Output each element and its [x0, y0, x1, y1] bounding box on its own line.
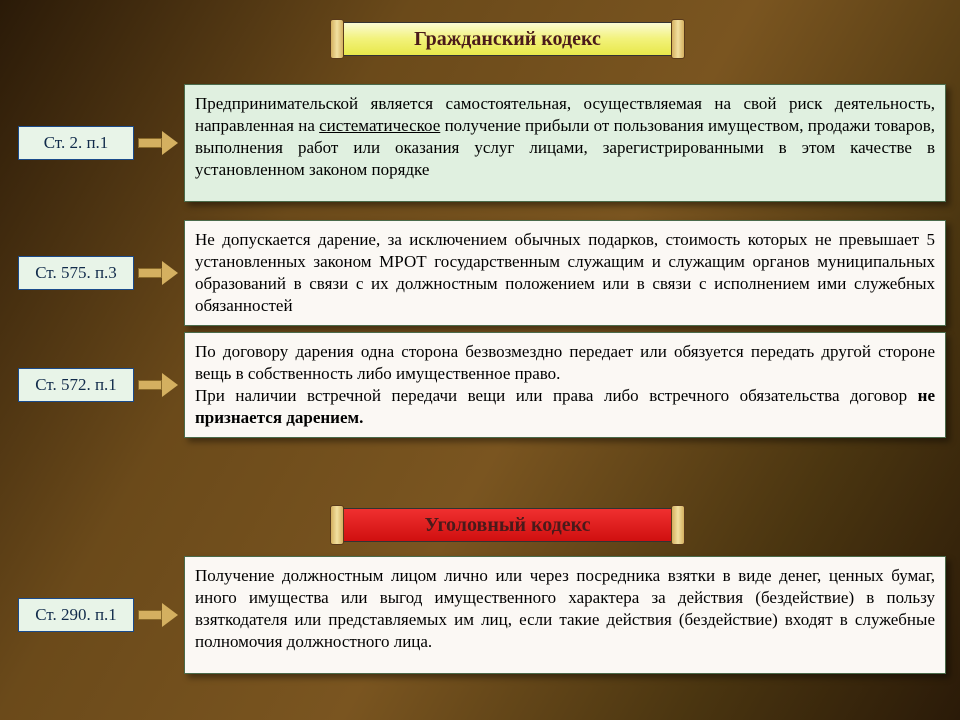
arrow-right-icon — [138, 131, 178, 155]
header-civil-text: Гражданский кодекс — [414, 28, 601, 50]
arrow-right-icon — [138, 603, 178, 627]
article-label: Ст. 2. п.1 — [18, 126, 134, 160]
scroll-cap-icon — [330, 505, 344, 545]
content-text: По договору дарения одна сторона безвозм… — [195, 342, 935, 383]
article-label: Ст. 575. п.3 — [18, 256, 134, 290]
article-label: Ст. 572. п.1 — [18, 368, 134, 402]
law-row: Ст. 290. п.1 Получение должностным лицом … — [18, 556, 958, 674]
arrow-right-icon — [138, 261, 178, 285]
content-text: Не допускается дарение, за исключением о… — [195, 230, 935, 315]
content-text: Получение должностным лицом лично или че… — [195, 566, 935, 651]
law-row: Ст. 575. п.3 Не допускается дарение, за и… — [18, 224, 958, 322]
law-row: Ст. 572. п.1 По договору дарения одна сто… — [18, 336, 958, 434]
article-content: Получение должностным лицом лично или че… — [184, 556, 946, 674]
scroll-cap-icon — [671, 505, 685, 545]
article-content: По договору дарения одна сторона безвозм… — [184, 332, 946, 438]
content-text: систематическое — [319, 116, 440, 135]
scroll-cap-icon — [671, 19, 685, 59]
article-content: Не допускается дарение, за исключением о… — [184, 220, 946, 326]
law-row: Ст. 2. п.1 Предпринимательской является с… — [18, 84, 958, 202]
arrow-right-icon — [138, 373, 178, 397]
article-label: Ст. 290. п.1 — [18, 598, 134, 632]
content-text: При наличии встречной передачи вещи или … — [195, 386, 918, 405]
header-criminal-text: Уголовный кодекс — [424, 514, 590, 536]
scroll-cap-icon — [330, 19, 344, 59]
header-criminal-code: Уголовный кодекс — [335, 508, 680, 542]
article-content: Предпринимательской является самостоятел… — [184, 84, 946, 202]
header-civil-code: Гражданский кодекс — [335, 22, 680, 56]
